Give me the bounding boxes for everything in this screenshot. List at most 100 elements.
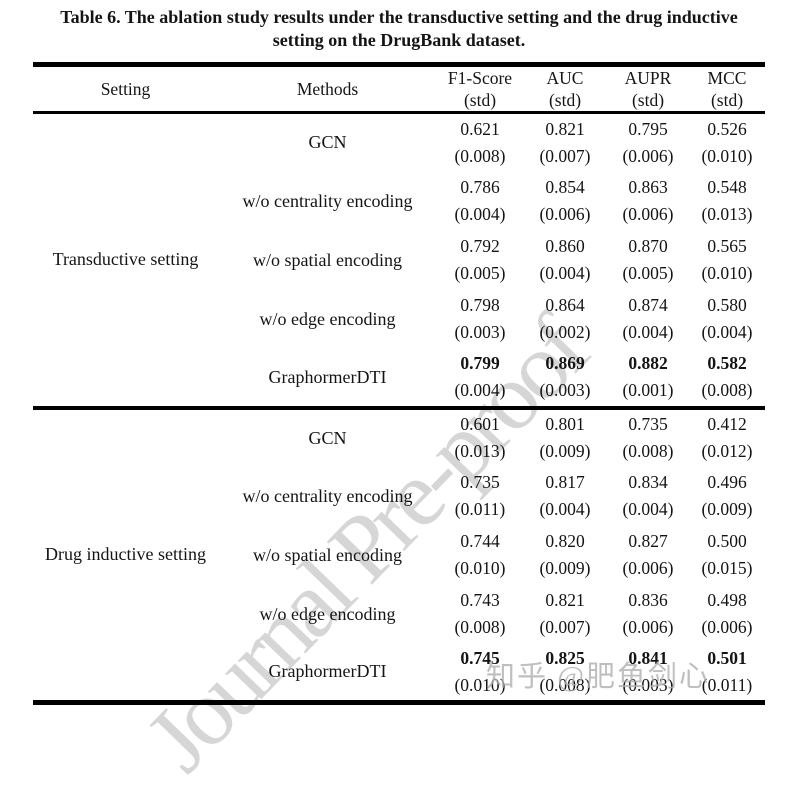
method-cell: GraphormerDTI: [268, 366, 387, 387]
metric-std: (0.009): [539, 441, 591, 461]
metric-cell: 0.735 (0.011): [437, 467, 523, 526]
col-header-aupr: AUPR (std): [624, 68, 672, 110]
metric-std: (0.008): [454, 617, 506, 637]
paper-page: Journal Pre-proof Table 6. The ablation …: [0, 6, 798, 791]
method-cell: w/o edge encoding: [259, 603, 396, 624]
metric-value: 0.798: [460, 295, 500, 315]
metric-cell: 0.854 (0.006): [523, 172, 607, 231]
metric-std: (0.008): [622, 441, 674, 461]
metric-value: 0.580: [707, 295, 747, 315]
metric-std: (0.007): [539, 617, 591, 637]
metric-cell: 0.501 (0.011): [689, 644, 765, 703]
table-row: Drug inductive setting GCN 0.601 (0.013) 0.8…: [33, 408, 765, 564]
ablation-results-table: Setting Methods F1-Score (std) AUC (std)…: [33, 62, 765, 705]
metric-std: (0.015): [701, 558, 753, 578]
metric-value: 0.854: [545, 177, 585, 197]
table-row: w/o spatial encoding 0.744 (0.010) 0.820 (0.…: [33, 526, 765, 585]
metric-cell: 0.548 (0.013): [689, 172, 765, 231]
metric-std: (0.009): [701, 499, 753, 519]
table-header-row: Setting Methods F1-Score (std) AUC (std)…: [33, 65, 765, 113]
metric-cell: 0.496 (0.009): [689, 467, 765, 526]
setting-block: Transductive setting GCN 0.621 (0.008) 0.821…: [33, 113, 765, 408]
method-cell: GraphormerDTI: [268, 661, 387, 682]
metric-value: 0.827: [628, 531, 668, 551]
metric-value: 0.821: [545, 590, 585, 610]
metric-cell: 0.827 (0.006): [607, 526, 689, 585]
metric-std: (0.003): [622, 674, 674, 695]
metric-value: 0.745: [460, 647, 500, 668]
metric-value: 0.735: [628, 414, 668, 434]
table-row: Transductive setting GCN 0.621 (0.008) 0.821…: [33, 113, 765, 270]
metric-cell: 0.841 (0.003): [607, 644, 689, 703]
metric-std: (0.002): [539, 322, 591, 342]
metric-cell: 0.743 (0.008): [437, 585, 523, 644]
col-header-methods: Methods: [296, 79, 359, 99]
metric-value: 0.500: [707, 531, 747, 551]
metric-value: 0.792: [460, 236, 500, 256]
metric-cell: 0.412 (0.012): [689, 408, 765, 467]
metric-cell: 0.500 (0.015): [689, 526, 765, 585]
metric-value: 0.870: [628, 236, 668, 256]
metric-cell: 0.860 (0.004): [523, 231, 607, 290]
metric-std: (0.006): [622, 617, 674, 637]
metric-value: 0.412: [707, 414, 747, 434]
table-row: w/o edge encoding 0.743 (0.008) 0.821 (0.007…: [33, 585, 765, 644]
metric-std: (0.012): [701, 441, 753, 461]
metric-cell: 0.526 (0.010): [689, 113, 765, 172]
metric-value: 0.501: [707, 647, 747, 668]
metric-std: (0.006): [539, 204, 591, 224]
metric-value: 0.786: [460, 177, 500, 197]
metric-std: (0.004): [454, 380, 506, 400]
metric-std: (0.010): [454, 558, 506, 578]
metric-cell: 0.795 (0.006): [607, 113, 689, 172]
table-row: w/o spatial encoding 0.792 (0.005) 0.860 (0.…: [33, 231, 765, 290]
metric-cell: 0.870 (0.005): [607, 231, 689, 290]
metric-value: 0.621: [460, 118, 500, 139]
table-row: GraphormerDTI 0.799 (0.004) 0.869 (0.003) 0.8…: [33, 349, 765, 408]
method-cell: w/o edge encoding: [259, 308, 396, 329]
metric-cell: 0.744 (0.010): [437, 526, 523, 585]
metric-value: 0.799: [460, 353, 500, 373]
metric-value: 0.836: [628, 590, 668, 610]
table-caption: Table 6. The ablation study results unde…: [0, 6, 798, 52]
metric-std: (0.004): [622, 322, 674, 342]
metric-value: 0.744: [460, 531, 500, 551]
method-cell: GCN: [308, 427, 347, 448]
metric-value: 0.821: [545, 118, 585, 139]
col-header-f1-score: F1-Score (std): [447, 68, 513, 110]
metric-cell: 0.565 (0.010): [689, 231, 765, 290]
method-cell: w/o centrality encoding: [242, 485, 413, 506]
metric-value: 0.801: [545, 414, 585, 434]
col-header-setting: Setting: [100, 79, 151, 99]
metric-std: (0.006): [622, 204, 674, 224]
metric-value: 0.864: [545, 295, 585, 315]
setting-cell: Transductive setting: [52, 249, 199, 270]
metric-cell: 0.821 (0.007): [523, 113, 607, 172]
table-row: w/o centrality encoding 0.735 (0.011) 0.817…: [33, 467, 765, 526]
metric-cell: 0.825 (0.008): [523, 644, 607, 703]
metric-value: 0.869: [545, 353, 585, 373]
setting-block: Drug inductive setting GCN 0.601 (0.013) 0.8…: [33, 408, 765, 703]
metric-std: (0.010): [454, 674, 506, 695]
metric-std: (0.004): [539, 499, 591, 519]
metric-std: (0.006): [701, 617, 753, 637]
metric-cell: 0.821 (0.007): [523, 585, 607, 644]
metric-cell: 0.798 (0.003): [437, 290, 523, 349]
metric-cell: 0.580 (0.004): [689, 290, 765, 349]
metric-std: (0.010): [701, 263, 753, 283]
metric-std: (0.013): [454, 441, 506, 461]
metric-cell: 0.864 (0.002): [523, 290, 607, 349]
metric-std: (0.008): [454, 145, 506, 166]
metric-value: 0.743: [460, 590, 500, 610]
metric-value: 0.526: [707, 118, 747, 139]
metric-value: 0.498: [707, 590, 747, 610]
metric-std: (0.004): [454, 204, 506, 224]
metric-cell: 0.498 (0.006): [689, 585, 765, 644]
table-row: w/o edge encoding 0.798 (0.003) 0.864 (0.002…: [33, 290, 765, 349]
metric-std: (0.004): [539, 263, 591, 283]
metric-value: 0.496: [707, 472, 747, 492]
metric-std: (0.009): [539, 558, 591, 578]
metric-cell: 0.874 (0.004): [607, 290, 689, 349]
metric-std: (0.007): [539, 145, 591, 166]
metric-std: (0.011): [701, 674, 753, 695]
